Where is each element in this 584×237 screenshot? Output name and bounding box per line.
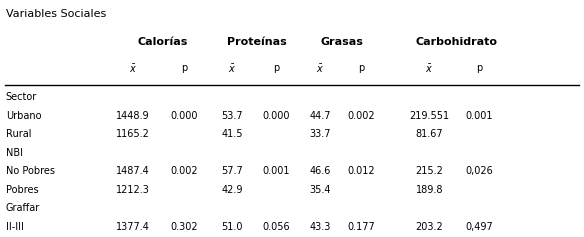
Text: $\bar{x}$: $\bar{x}$ <box>316 63 324 75</box>
Text: 0.177: 0.177 <box>347 222 375 232</box>
Text: 0.012: 0.012 <box>347 166 375 176</box>
Text: 41.5: 41.5 <box>222 129 243 139</box>
Text: 203.2: 203.2 <box>415 222 443 232</box>
Text: 51.0: 51.0 <box>222 222 243 232</box>
Text: $\bar{x}$: $\bar{x}$ <box>228 63 237 75</box>
Text: 1377.4: 1377.4 <box>116 222 150 232</box>
Text: 0.056: 0.056 <box>262 222 290 232</box>
Text: 219.551: 219.551 <box>409 111 449 121</box>
Text: 1212.3: 1212.3 <box>116 185 150 195</box>
Text: 0.000: 0.000 <box>170 111 198 121</box>
Text: Proteínas: Proteínas <box>227 37 287 47</box>
Text: p: p <box>181 63 187 73</box>
Text: 44.7: 44.7 <box>310 111 331 121</box>
Text: p: p <box>273 63 279 73</box>
Text: 0.002: 0.002 <box>170 166 198 176</box>
Text: 35.4: 35.4 <box>310 185 331 195</box>
Text: 0.002: 0.002 <box>347 111 375 121</box>
Text: $\bar{x}$: $\bar{x}$ <box>129 63 137 75</box>
Text: Calorías: Calorías <box>137 37 187 47</box>
Text: 189.8: 189.8 <box>415 185 443 195</box>
Text: 1165.2: 1165.2 <box>116 129 150 139</box>
Text: 53.7: 53.7 <box>221 111 244 121</box>
Text: 1448.9: 1448.9 <box>116 111 150 121</box>
Text: Pobres: Pobres <box>6 185 39 195</box>
Text: 0,497: 0,497 <box>465 222 493 232</box>
Text: 0.001: 0.001 <box>262 166 290 176</box>
Text: p: p <box>476 63 482 73</box>
Text: 215.2: 215.2 <box>415 166 443 176</box>
Text: Graffar: Graffar <box>6 203 40 213</box>
Text: II-III: II-III <box>6 222 24 232</box>
Text: 81.67: 81.67 <box>415 129 443 139</box>
Text: Variables Sociales: Variables Sociales <box>6 9 106 19</box>
Text: 0.000: 0.000 <box>262 111 290 121</box>
Text: 0.001: 0.001 <box>465 111 493 121</box>
Text: p: p <box>358 63 364 73</box>
Text: 46.6: 46.6 <box>310 166 331 176</box>
Text: 42.9: 42.9 <box>222 185 243 195</box>
Text: 43.3: 43.3 <box>310 222 331 232</box>
Text: Sector: Sector <box>6 92 37 102</box>
Text: Grasas: Grasas <box>320 37 363 47</box>
Text: NBI: NBI <box>6 148 23 158</box>
Text: Urbano: Urbano <box>6 111 41 121</box>
Text: Carbohidrato: Carbohidrato <box>416 37 498 47</box>
Text: 57.7: 57.7 <box>221 166 244 176</box>
Text: $\bar{x}$: $\bar{x}$ <box>425 63 433 75</box>
Text: 33.7: 33.7 <box>310 129 331 139</box>
Text: 0.302: 0.302 <box>170 222 198 232</box>
Text: No Pobres: No Pobres <box>6 166 55 176</box>
Text: Rural: Rural <box>6 129 32 139</box>
Text: 1487.4: 1487.4 <box>116 166 150 176</box>
Text: 0,026: 0,026 <box>465 166 493 176</box>
